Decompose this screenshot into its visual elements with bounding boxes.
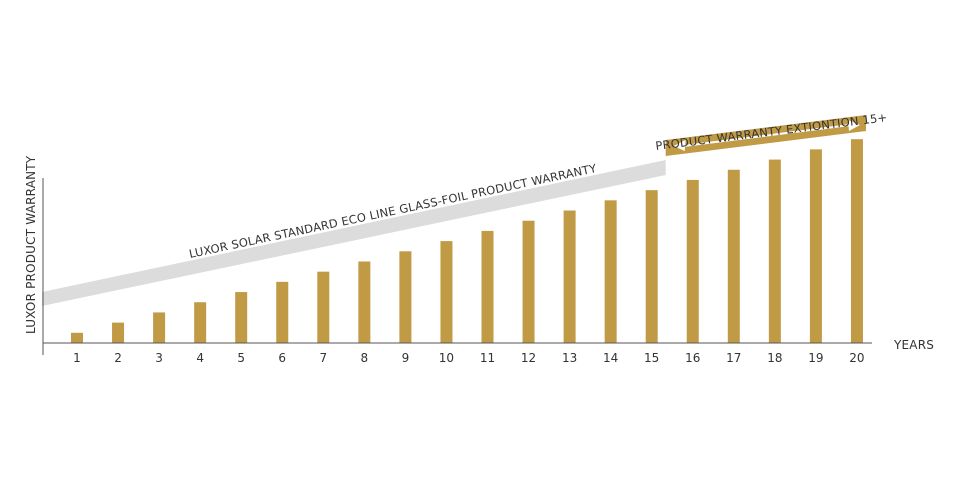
- bar-year-2: [112, 322, 125, 343]
- bar-year-6: [276, 281, 289, 343]
- bar-year-18: [768, 159, 781, 343]
- bar-year-17: [727, 169, 740, 343]
- x-tick-label: 13: [562, 351, 577, 365]
- bar-year-1: [71, 332, 83, 343]
- bars-group: [71, 139, 863, 343]
- bar-year-14: [604, 200, 617, 343]
- x-tick-label: 20: [849, 351, 864, 365]
- bar-year-8: [358, 261, 371, 343]
- bar-year-3: [153, 312, 166, 343]
- extension-arrow-line: [679, 123, 855, 148]
- x-tick-label: 2: [114, 351, 122, 365]
- bar-year-12: [522, 220, 535, 343]
- x-tick-label: 10: [439, 351, 454, 365]
- bar-year-13: [563, 210, 576, 343]
- bar-year-4: [194, 302, 207, 343]
- x-tick-label: 4: [196, 351, 204, 365]
- x-axis-title: YEARS: [893, 338, 934, 352]
- bar-year-11: [481, 230, 494, 343]
- bar-year-16: [686, 179, 699, 343]
- y-axis-title: LUXOR PRODUCT WARRANTY: [24, 155, 38, 334]
- x-tick-label: 11: [480, 351, 495, 365]
- warranty-bands: [42, 115, 866, 306]
- x-tick-label: 1: [73, 351, 81, 365]
- x-tick-label: 9: [402, 351, 410, 365]
- bar-year-19: [809, 149, 822, 343]
- x-tick-label: 5: [237, 351, 245, 365]
- x-tick-label: 3: [155, 351, 163, 365]
- bar-year-5: [235, 292, 248, 343]
- bar-year-7: [317, 271, 330, 343]
- x-tick-label: 15: [644, 351, 659, 365]
- standard-warranty-label: LUXOR SOLAR STANDARD ECO LINE GLASS-FOIL…: [188, 161, 599, 261]
- standard-warranty-band: [42, 160, 666, 306]
- arrow-left-head-icon: [673, 140, 686, 151]
- arrow-right-head-icon: [848, 120, 860, 131]
- x-tick-label: 14: [603, 351, 618, 365]
- bar-year-10: [440, 241, 453, 343]
- x-tick-label: 18: [767, 351, 782, 365]
- x-tick-label: 7: [319, 351, 327, 365]
- bar-year-9: [399, 251, 412, 343]
- x-tick-label: 6: [278, 351, 286, 365]
- bar-year-20: [850, 139, 863, 343]
- x-tick-label: 12: [521, 351, 536, 365]
- x-tick-labels: 1 2 3 4 5 6 7 8 9 10 11 12 13 14 15 16 17 18 19 20: [73, 351, 864, 365]
- x-tick-label: 17: [726, 351, 741, 365]
- x-tick-label: 8: [361, 351, 369, 365]
- bar-year-15: [645, 190, 658, 343]
- x-tick-label: 16: [685, 351, 700, 365]
- x-tick-label: 19: [808, 351, 823, 365]
